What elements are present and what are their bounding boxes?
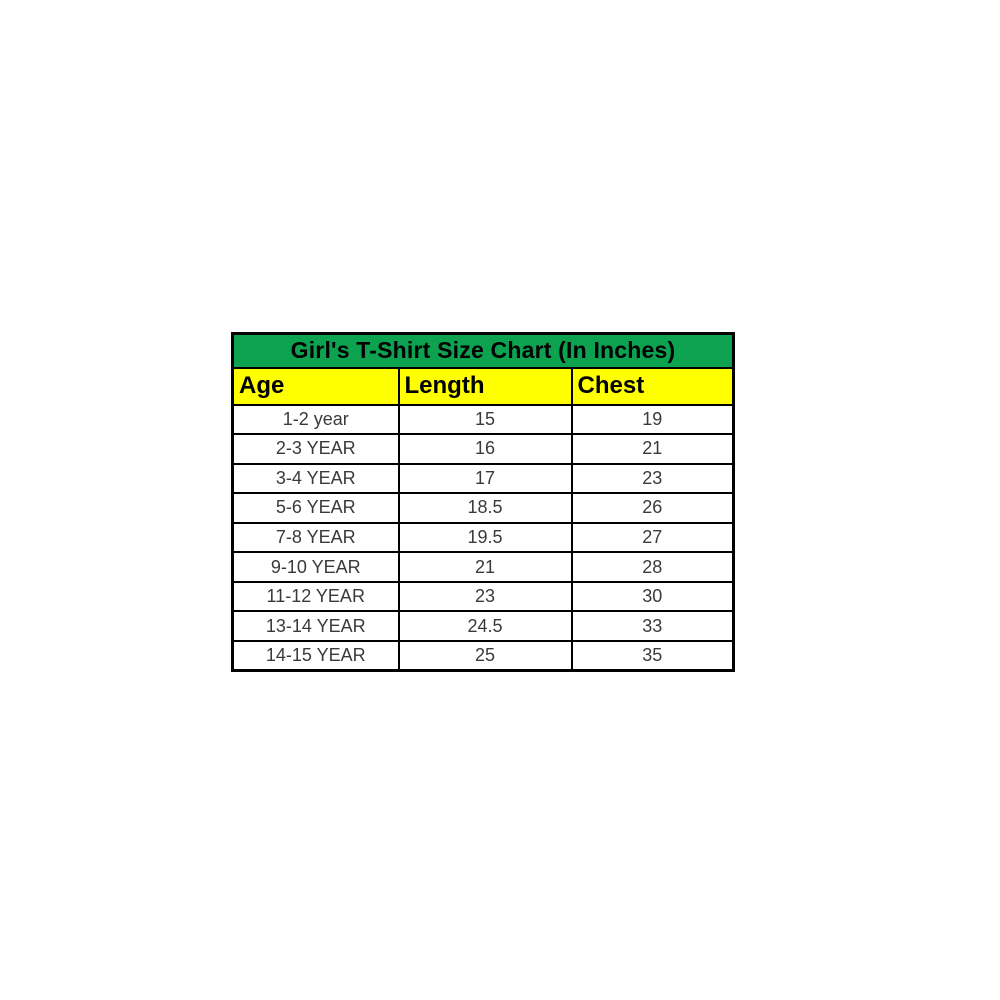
age-cell: 9-10 YEAR — [231, 551, 400, 583]
table-row: 14-15 YEAR 25 35 — [231, 639, 735, 672]
size-chart-table: Girl's T-Shirt Size Chart (In Inches) Ag… — [231, 332, 736, 672]
column-header-chest: Chest — [570, 366, 735, 406]
table-row: 13-14 YEAR 24.5 33 — [231, 610, 735, 642]
length-cell: 23 — [397, 580, 573, 613]
column-header-age: Age — [231, 366, 400, 406]
chest-cell: 33 — [570, 610, 735, 642]
age-cell: 13-14 YEAR — [231, 610, 400, 642]
length-cell: 19.5 — [397, 521, 573, 554]
chest-cell: 35 — [570, 639, 735, 672]
length-cell: 15 — [397, 403, 573, 436]
chest-cell: 30 — [570, 580, 735, 613]
length-cell: 17 — [397, 462, 573, 495]
table-row: 11-12 YEAR 23 30 — [231, 580, 735, 613]
length-cell: 24.5 — [397, 610, 573, 642]
table-row: 3-4 YEAR 17 23 — [231, 462, 735, 495]
age-cell: 7-8 YEAR — [231, 521, 400, 554]
length-cell: 25 — [397, 639, 573, 672]
table-row: 5-6 YEAR 18.5 26 — [231, 492, 735, 524]
table-row: 2-3 YEAR 16 21 — [231, 433, 735, 465]
chart-title: Girl's T-Shirt Size Chart (In Inches) — [231, 332, 735, 369]
length-cell: 21 — [397, 551, 573, 583]
age-cell: 11-12 YEAR — [231, 580, 400, 613]
length-cell: 18.5 — [397, 492, 573, 524]
chest-cell: 26 — [570, 492, 735, 524]
chest-cell: 23 — [570, 462, 735, 495]
age-cell: 2-3 YEAR — [231, 433, 400, 465]
age-cell: 5-6 YEAR — [231, 492, 400, 524]
length-cell: 16 — [397, 433, 573, 465]
table-row: 7-8 YEAR 19.5 27 — [231, 521, 735, 554]
table-row: 1-2 year 15 19 — [231, 403, 735, 436]
chest-cell: 19 — [570, 403, 735, 436]
column-header-length: Length — [397, 366, 573, 406]
table-row: 9-10 YEAR 21 28 — [231, 551, 735, 583]
title-row: Girl's T-Shirt Size Chart (In Inches) — [231, 332, 735, 369]
chest-cell: 21 — [570, 433, 735, 465]
chest-cell: 27 — [570, 521, 735, 554]
age-cell: 3-4 YEAR — [231, 462, 400, 495]
age-cell: 1-2 year — [231, 403, 400, 436]
age-cell: 14-15 YEAR — [231, 639, 400, 672]
column-header-row: Age Length Chest — [231, 366, 735, 406]
chest-cell: 28 — [570, 551, 735, 583]
